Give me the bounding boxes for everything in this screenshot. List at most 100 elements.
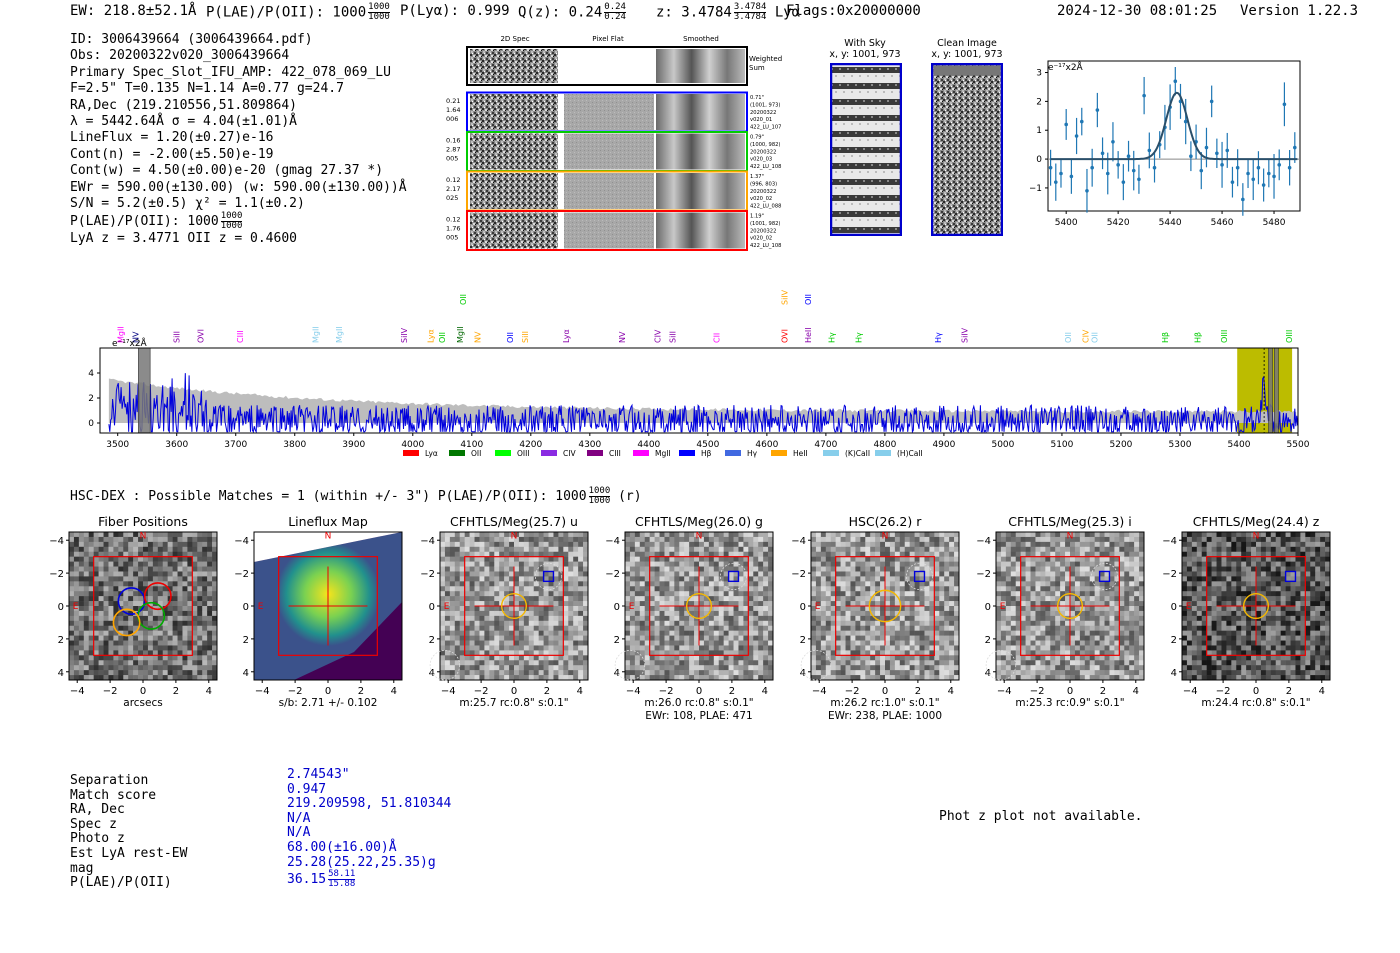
panel-image (1182, 532, 1331, 681)
clean-xy: x, y: 1001, 973 (931, 49, 1003, 60)
spectrum-ytick-label: 0 (88, 419, 94, 429)
spectrum-line-label: OII (506, 332, 515, 343)
spectrum-xtick-label: 5100 (1050, 440, 1073, 450)
fit-point (1064, 122, 1068, 127)
match-marker (727, 570, 740, 583)
fit-points (1048, 66, 1297, 216)
cutout-left-label: 005 (446, 155, 458, 163)
info-ewr: EWr = 590.00(±130.00) (w: 590.00(±130.00… (70, 179, 407, 195)
panel-xtick-label: 2 (729, 686, 735, 697)
fit-point (1100, 151, 1105, 156)
panel-ytick-label: 0 (614, 602, 620, 613)
panel-image (69, 532, 218, 681)
north-label: N (1253, 532, 1260, 542)
col-smoothed: Smoothed (683, 35, 719, 43)
fit-point (1189, 154, 1193, 158)
panel-ytick-label: 4 (1171, 668, 1177, 679)
fit-point (1293, 145, 1297, 150)
match-label: Spec z (70, 816, 117, 832)
fit-point (1183, 119, 1188, 124)
panel-xtick-label: 2 (1286, 686, 1292, 697)
cutout-right-label: 422_LU_108 (750, 243, 781, 249)
spectrum-line-label: OVI (196, 329, 205, 343)
header-plae: P(LAE)/P(OII): 1000 1000 1000 (206, 2, 390, 22)
panel-xtick-label: 0 (1253, 686, 1259, 697)
legend-swatch (823, 450, 839, 456)
panel-ytick-label: −2 (421, 569, 435, 580)
info-primary: Primary Spec_Slot_IFU_AMP: 422_078_069_L… (70, 64, 391, 80)
spectrum-xtick-label: 4900 (932, 440, 955, 450)
panel-title: Lineflux Map (288, 514, 368, 529)
with-sky-image (830, 63, 902, 236)
panel-xtick-label: 0 (511, 686, 517, 697)
cutout-right-label: v020_02 (750, 196, 772, 202)
panel-ytick-label: −4 (235, 536, 249, 547)
cutout-right-label: 20200322 (750, 189, 776, 195)
panel-xtick-label: 0 (1067, 686, 1073, 697)
fiber-circle (112, 608, 141, 637)
spectrum-line-label: MgII (117, 326, 126, 343)
panel-ytick-label: 0 (58, 602, 64, 613)
legend-label: OIII (517, 449, 530, 458)
fit-point (1204, 145, 1209, 150)
spectrum-line-label: OIII (1285, 330, 1294, 343)
spectrum-xtick-label: 4000 (401, 440, 424, 450)
header-datetime: 2024-12-30 08:01:25 (1057, 3, 1218, 19)
cutout-row-frame (466, 210, 748, 251)
weighted-label: Weighted (749, 55, 782, 63)
panel-title: Fiber Positions (98, 514, 188, 529)
panel-ytick-label: 4 (614, 668, 620, 679)
fit-point (1142, 93, 1146, 98)
panel-xtick-label: −4 (255, 686, 270, 697)
legend-swatch (679, 450, 695, 456)
panel-ytick-label: 2 (58, 635, 64, 646)
legend-label: Hβ (701, 449, 712, 458)
spectrum-line-label: NV (474, 331, 483, 343)
panel-ytick-label: 0 (243, 602, 249, 613)
photz-message: Phot z plot not available. (939, 809, 1143, 824)
match-value: 25.28(25.22,25.35)g (287, 854, 436, 870)
spectrum-ytick-label: 4 (88, 369, 94, 379)
panel-xtick-label: 4 (762, 686, 768, 697)
panel-title: HSC(26.2) r (849, 514, 923, 529)
spectrum-line-label: OII (1064, 332, 1073, 343)
panel-ytick-label: 2 (243, 635, 249, 646)
spectrum-xtick-label: 4700 (814, 440, 837, 450)
spectrum-xtick-label: 3700 (224, 440, 247, 450)
panel-image (625, 532, 774, 681)
fit-point (1121, 180, 1126, 184)
panel-ytick-label: 2 (985, 635, 991, 646)
fit-xtick-label: 5400 (1055, 218, 1078, 228)
match-value: N/A (287, 810, 311, 826)
aperture-box (835, 556, 935, 656)
with-sky-label: With Sky (844, 38, 886, 49)
panel-xtick-label: 0 (882, 686, 888, 697)
panel-xtick-label: −2 (659, 686, 674, 697)
panel-xtick-label: 0 (325, 686, 331, 697)
fit-point (1173, 79, 1178, 83)
east-label: E (444, 602, 450, 612)
cutout-left-label: 2.17 (446, 185, 460, 193)
cutout-right-label: 1.37" (750, 174, 764, 180)
spectrum-xtick-label: 5400 (1228, 440, 1251, 450)
legend-swatch (403, 450, 419, 456)
panel-xtick-label: −4 (626, 686, 641, 697)
header-flags: Flags:0x20000000 (786, 3, 921, 19)
match-marker (913, 570, 926, 583)
north-label: N (140, 532, 147, 542)
spectrum-xtick-label: 3500 (106, 440, 129, 450)
neighbor-ellipse (800, 649, 832, 681)
match-label: Separation (70, 773, 149, 788)
spectrum-line-label: MgII (335, 326, 344, 343)
legend-label: Lyα (425, 449, 438, 458)
fiber-circle (117, 587, 146, 616)
panel-title: CFHTLS/Meg(24.4) z (1193, 514, 1320, 529)
legend-swatch (541, 450, 557, 456)
legend-label: (K)CaII (845, 449, 870, 458)
fit-point (1199, 168, 1204, 173)
panel-xtick-label: −2 (288, 686, 303, 697)
panel-ytick-label: 4 (800, 668, 806, 679)
aperture-box (278, 556, 378, 656)
